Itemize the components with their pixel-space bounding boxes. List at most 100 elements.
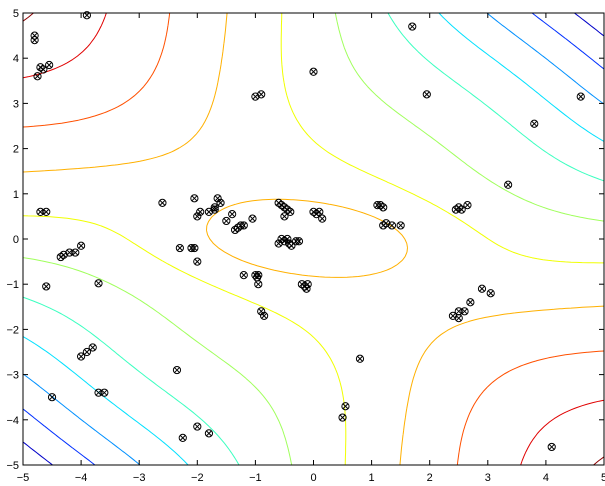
x-axis: −5 −4 −3 −2 −1 0 1 2 3 4 5 <box>17 13 605 484</box>
x-tick-label: 1 <box>369 472 375 484</box>
x-tick-label: 3 <box>485 472 491 484</box>
contour-level <box>23 13 604 465</box>
sample-point <box>309 67 318 76</box>
sample-point <box>228 210 237 219</box>
y-tick-label: −5 <box>6 460 19 472</box>
sample-point <box>45 60 54 70</box>
sample-point <box>42 282 51 291</box>
sample-point <box>204 429 214 438</box>
sample-point <box>460 307 469 316</box>
sample-point <box>210 205 219 214</box>
sample-point <box>257 307 266 316</box>
sample-point <box>190 194 199 203</box>
contour-level <box>23 13 604 465</box>
sample-point <box>158 198 167 207</box>
sample-point <box>56 252 65 262</box>
sample-point <box>341 402 350 411</box>
sample-point <box>457 205 466 214</box>
sample-point <box>77 352 86 361</box>
sample-point <box>100 388 109 397</box>
x-tick-label: −3 <box>133 472 146 484</box>
y-tick-label: −1 <box>6 279 19 291</box>
contour-level <box>23 13 604 465</box>
y-tick-label: 5 <box>13 8 19 20</box>
x-tick-label: −5 <box>17 472 30 484</box>
sample-point <box>294 237 304 246</box>
sample-point <box>82 11 92 20</box>
sample-point <box>222 216 231 226</box>
x-tick-label: 5 <box>601 472 605 484</box>
sample-point <box>477 284 487 293</box>
sample-point <box>576 92 585 101</box>
y-tick-label: 0 <box>13 234 19 246</box>
sample-points <box>30 11 585 452</box>
sample-point <box>318 214 327 223</box>
sample-point <box>175 243 184 253</box>
sample-point <box>338 413 347 422</box>
sample-point <box>408 22 417 31</box>
sample-point <box>286 207 295 216</box>
sample-point <box>193 257 202 266</box>
sample-point <box>486 289 495 298</box>
sample-point <box>283 234 292 244</box>
sample-point <box>355 354 365 363</box>
contour-level <box>23 13 604 465</box>
sample-point <box>387 221 397 230</box>
sample-point <box>302 284 311 293</box>
y-tick-label: 1 <box>13 189 19 201</box>
x-tick-label: 0 <box>310 472 316 484</box>
contour-level <box>23 13 604 465</box>
y-tick-label: 3 <box>13 98 19 110</box>
sample-point <box>88 343 97 352</box>
sample-point <box>239 221 248 230</box>
sample-point <box>210 203 219 212</box>
contour-level <box>23 13 604 465</box>
x-tick-label: −1 <box>249 472 262 484</box>
sample-point <box>287 241 296 250</box>
x-tick-label: −4 <box>75 472 88 484</box>
sample-point <box>466 298 475 307</box>
sample-point <box>42 207 51 216</box>
sample-point <box>77 241 86 250</box>
x-tick-label: 2 <box>427 472 433 484</box>
sample-point <box>274 239 283 248</box>
x-tick-label: 4 <box>543 472 549 484</box>
sample-point <box>504 180 513 189</box>
sample-point <box>454 314 463 323</box>
sample-point <box>193 422 202 431</box>
contour-lines <box>23 13 604 465</box>
y-tick-label: −2 <box>6 324 19 336</box>
sample-point <box>422 90 431 99</box>
sample-point <box>530 119 539 128</box>
y-tick-label: −3 <box>6 370 19 382</box>
sample-point <box>190 243 199 253</box>
sample-point <box>193 212 202 221</box>
sample-point <box>178 433 187 442</box>
sample-point <box>39 65 48 74</box>
sample-point <box>280 212 289 221</box>
sample-point <box>196 207 205 216</box>
sample-point <box>254 280 263 289</box>
sample-point <box>33 72 42 81</box>
sample-point <box>257 90 266 99</box>
sample-point <box>396 221 405 230</box>
sample-point <box>47 393 57 402</box>
sample-point <box>82 347 92 357</box>
sample-point <box>30 36 39 45</box>
sample-point <box>172 365 182 375</box>
contour-level <box>23 13 604 465</box>
sample-point <box>260 311 269 320</box>
contour-level <box>23 13 604 465</box>
y-tick-label: 4 <box>13 53 19 65</box>
sample-point <box>463 201 472 210</box>
sample-point <box>547 442 556 452</box>
contour-level <box>23 13 604 465</box>
x-tick-label: −2 <box>191 472 204 484</box>
sample-point <box>239 271 248 280</box>
sample-point <box>315 207 324 216</box>
sample-point <box>71 248 80 257</box>
plot-background <box>23 13 604 465</box>
contour-level <box>23 13 604 465</box>
sample-point <box>216 198 225 207</box>
